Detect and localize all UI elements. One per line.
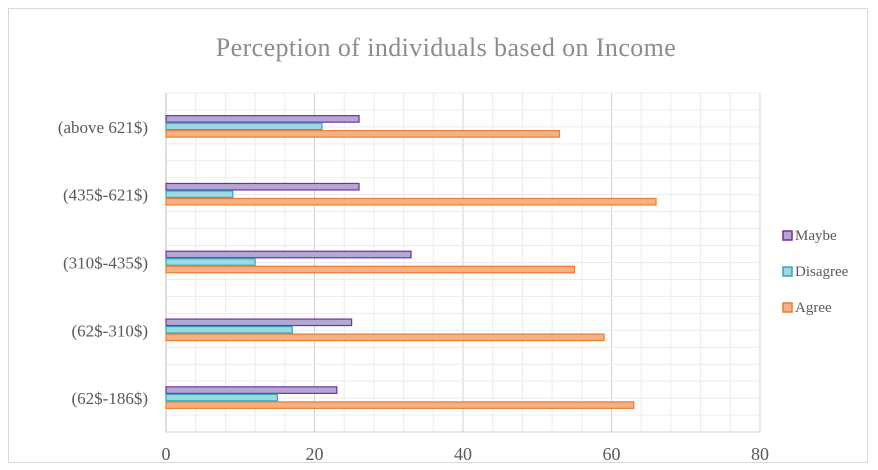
legend: Maybe Disagree Agree	[782, 228, 849, 316]
bar-agree-3	[165, 197, 657, 206]
legend-swatch-agree	[782, 302, 793, 313]
chart-frame	[8, 8, 868, 463]
legend-label-disagree: Disagree	[795, 264, 849, 280]
x-tick-label: 80	[751, 444, 769, 464]
legend-label-maybe: Maybe	[795, 228, 837, 244]
category-label: (435$-621$)	[63, 186, 148, 205]
bar-agree-1	[165, 333, 605, 342]
bar-agree-2	[165, 265, 575, 274]
bar-agree-0	[165, 401, 635, 409]
x-tick-labels: 0 20 40 60 80	[162, 444, 770, 464]
category-labels: (62$-186$) (62$-310$) (310$-435$) (435$-621…	[58, 118, 148, 408]
bar-maybe-2	[165, 250, 412, 259]
category-label: (62$-186$)	[72, 389, 148, 408]
x-tick-label: 0	[162, 444, 171, 464]
bars	[165, 115, 657, 409]
legend-label-agree: Agree	[795, 300, 832, 316]
bar-disagree-0	[165, 393, 278, 402]
bar-maybe-3	[165, 182, 360, 191]
x-tick-label: 60	[603, 444, 621, 464]
legend-swatch-maybe	[782, 230, 793, 241]
bar-disagree-3	[165, 190, 234, 199]
legend-swatch-disagree	[782, 266, 793, 277]
gridlines	[165, 92, 761, 433]
x-tick-label: 40	[454, 444, 472, 464]
bar-maybe-4	[165, 115, 360, 123]
bar-disagree-1	[165, 325, 293, 334]
category-label: (310$-435$)	[63, 254, 148, 273]
category-label: (above 621$)	[58, 118, 148, 137]
bar-maybe-0	[165, 386, 338, 394]
chart-title: Perception of individuals based on Incom…	[216, 33, 676, 62]
bar-disagree-4	[165, 122, 323, 131]
category-label: (62$-310$)	[72, 321, 148, 340]
bar-disagree-2	[165, 258, 256, 266]
bar-agree-4	[165, 130, 561, 138]
x-tick-label: 20	[306, 444, 324, 464]
bar-maybe-1	[165, 318, 353, 327]
